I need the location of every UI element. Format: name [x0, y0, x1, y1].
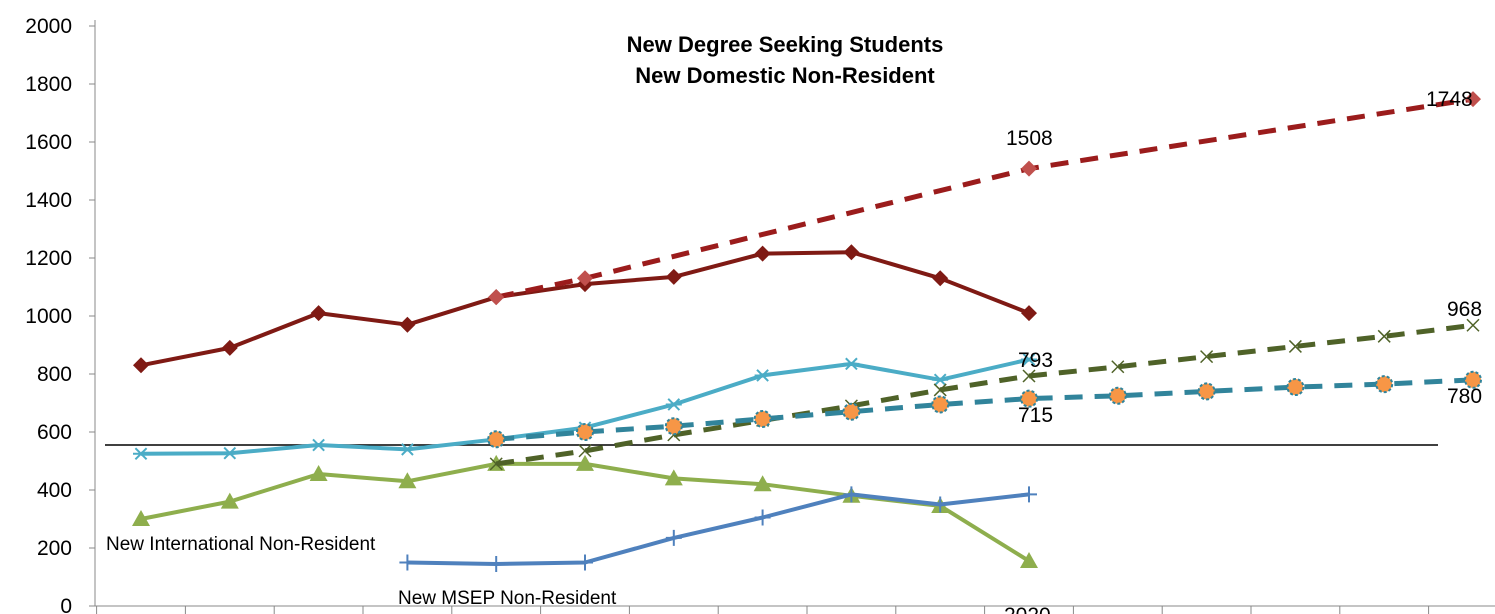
asterisk-marker — [399, 443, 416, 456]
triangle-marker — [664, 469, 683, 486]
diamond-marker — [399, 316, 416, 333]
diamond-marker — [221, 339, 238, 356]
triangle-marker — [1020, 552, 1038, 569]
diamond-marker — [133, 357, 149, 374]
diamond-marker — [843, 244, 860, 261]
series-line — [140, 250, 1030, 368]
diamond-marker — [577, 270, 593, 287]
diamond-marker — [310, 305, 327, 322]
plus-marker — [399, 554, 416, 571]
triangle-marker — [220, 492, 239, 509]
y-tick-label: 1600 — [25, 131, 72, 154]
series-6 — [487, 370, 1482, 449]
y-tick-label: 800 — [37, 363, 72, 386]
series-0 — [133, 244, 1037, 374]
y-tick-label: 200 — [37, 537, 72, 560]
partial-x-tick-label: 2020 — [1004, 604, 1051, 614]
y-tick-label: 600 — [37, 421, 72, 444]
x-marker — [1466, 318, 1480, 332]
diamond-marker — [754, 245, 771, 262]
series-line — [495, 377, 1474, 442]
triangle-marker — [576, 454, 594, 471]
plus-marker — [1021, 486, 1037, 503]
x-marker — [1111, 360, 1125, 374]
plus-marker — [665, 529, 682, 546]
plus-marker — [754, 509, 771, 526]
diamond-marker — [932, 270, 949, 287]
triangle-marker — [398, 472, 417, 489]
chart-title: New Degree Seeking Students — [627, 32, 944, 57]
circle-marker — [931, 395, 950, 414]
circle-marker — [1464, 370, 1482, 389]
y-tick-label: 1000 — [25, 305, 72, 328]
data-label-780: 780 — [1447, 385, 1482, 408]
series-line — [495, 322, 1474, 467]
data-label-715: 715 — [1018, 404, 1053, 427]
circle-marker — [842, 402, 861, 421]
series-label-international: New International Non-Resident — [106, 534, 376, 555]
asterisk-marker — [754, 369, 771, 382]
plus-marker — [488, 555, 505, 572]
chart-series — [132, 91, 1482, 572]
circle-marker — [487, 430, 506, 449]
y-tick-label: 1800 — [25, 73, 72, 96]
asterisk-marker — [133, 447, 149, 461]
data-label-793: 793 — [1018, 349, 1053, 372]
series-label-msep: New MSEP Non-Resident — [398, 588, 617, 609]
series-line — [495, 96, 1474, 300]
y-tick-label: 2000 — [25, 15, 72, 38]
plus-marker — [843, 486, 860, 503]
diamond-marker — [488, 289, 505, 306]
diamond-marker — [1021, 305, 1037, 322]
asterisk-marker — [665, 398, 682, 411]
diamond-marker — [1021, 160, 1037, 177]
plus-marker — [577, 554, 593, 571]
data-label-1748: 1748 — [1426, 88, 1473, 111]
x-marker — [1200, 350, 1214, 364]
diamond-marker — [665, 268, 682, 285]
y-tick-label: 400 — [37, 479, 72, 502]
circle-marker — [1375, 375, 1394, 394]
chart-subtitle: New Domestic Non-Resident — [635, 63, 935, 88]
x-marker — [578, 444, 592, 458]
asterisk-marker — [932, 373, 949, 387]
series-3 — [399, 486, 1037, 572]
circle-marker — [1108, 386, 1127, 405]
y-tick-label: 0 — [60, 595, 72, 614]
triangle-marker — [132, 510, 150, 526]
x-axis-ticks — [96, 606, 1430, 614]
circle-marker — [664, 417, 683, 436]
x-marker — [933, 383, 947, 397]
y-tick-label: 1400 — [25, 189, 72, 212]
circle-marker — [1286, 378, 1305, 397]
x-marker — [489, 457, 503, 471]
asterisk-marker — [221, 446, 238, 460]
x-marker — [1288, 339, 1302, 353]
x-marker — [1377, 329, 1391, 343]
chart-axes — [94, 20, 1495, 607]
diamond-marker — [1465, 91, 1481, 108]
data-label-1508: 1508 — [1006, 127, 1053, 150]
circle-marker — [753, 409, 772, 428]
circle-marker — [576, 423, 594, 441]
data-label-968: 968 — [1447, 298, 1482, 321]
asterisk-marker — [1021, 353, 1037, 366]
triangle-marker — [753, 475, 772, 492]
asterisk-marker — [310, 438, 327, 452]
y-tick-label: 1200 — [25, 247, 72, 270]
asterisk-marker — [843, 357, 860, 371]
series-line — [407, 492, 1030, 566]
triangle-marker — [309, 465, 328, 482]
plus-marker — [932, 496, 949, 513]
x-marker — [1022, 369, 1036, 383]
y-axis-ticks: 0 200 400 600 800 1000 1200 1400 1600 1800 2000 — [25, 15, 95, 614]
circle-marker — [1020, 389, 1038, 408]
series-5 — [489, 318, 1480, 471]
circle-marker — [1197, 382, 1216, 401]
series-4 — [488, 91, 1481, 306]
